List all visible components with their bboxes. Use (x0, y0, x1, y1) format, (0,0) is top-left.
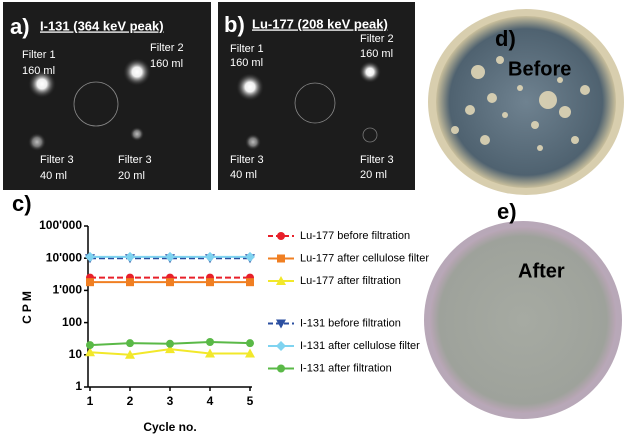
hotspot (28, 70, 56, 98)
x-tick-label: 5 (247, 394, 254, 408)
hotspot (130, 127, 144, 141)
marker (125, 251, 135, 262)
filter-name: Filter 1 (230, 43, 264, 55)
panel-title: Lu-177 (208 keV peak) (252, 16, 388, 31)
marker (165, 344, 175, 354)
filter-name: Filter 3 (360, 154, 394, 166)
marker (86, 341, 94, 350)
roi (294, 82, 336, 124)
panel-label: d) (495, 26, 516, 51)
hotspot (236, 73, 264, 101)
panel-label: a) (10, 14, 30, 39)
y-tick-label: 100'000 (39, 218, 82, 232)
marker (125, 349, 135, 359)
filter-name: Filter 1 (22, 49, 56, 61)
panel-label: c) (12, 191, 32, 216)
legend-label: I-131 after cellulose filter (300, 340, 420, 352)
y-tick-label: 10 (69, 347, 83, 361)
hotspot (123, 58, 151, 86)
marker (85, 347, 95, 357)
filter-volume: 160 ml (360, 48, 393, 60)
legend-label: I-131 after filtration (300, 362, 392, 374)
roi (73, 81, 119, 127)
x-tick-label: 2 (127, 394, 134, 408)
legend-marker (277, 254, 285, 263)
filter-volume: 20 ml (360, 169, 387, 181)
y-tick-label: 10'000 (46, 250, 83, 264)
panel-c: c) CPM Cycle no. 1 10 100 1'000 10'000 100'00… (12, 191, 429, 434)
marker (206, 337, 214, 346)
panel-a: a) I-131 (364 keV peak) Filter 1 160 ml … (3, 2, 211, 190)
marker (245, 348, 255, 358)
marker (245, 251, 255, 262)
filter-name: Filter 3 (40, 154, 74, 166)
hotspot (359, 61, 381, 83)
marker (206, 278, 214, 287)
legend-marker (277, 364, 285, 373)
filter-name: Filter 2 (150, 42, 184, 54)
x-tick-label: 4 (207, 394, 214, 408)
y-tick-label: 1 (75, 379, 82, 393)
legend-label: I-131 before filtration (300, 317, 401, 329)
marker (166, 339, 174, 348)
panel-label: b) (224, 12, 245, 37)
marker (126, 278, 134, 287)
marker (246, 339, 254, 348)
legend-label: Lu-177 before filtration (300, 230, 410, 242)
x-tick-label: 3 (167, 394, 174, 408)
filter-name: Filter 3 (118, 154, 152, 166)
legend-label: Lu-177 after filtration (300, 275, 401, 287)
marker (205, 348, 215, 358)
marker (166, 278, 174, 287)
panel-b: b) Lu-177 (208 keV peak) Filter 1 160 ml… (218, 2, 415, 190)
panel-d: d) Before (428, 9, 624, 195)
marker (165, 251, 175, 262)
filter-name: Filter 3 (230, 154, 264, 166)
colonies (451, 56, 590, 151)
filter-volume: 40 ml (230, 169, 257, 181)
dish (430, 227, 616, 413)
hotspot (245, 134, 261, 150)
filter-volume: 40 ml (40, 170, 67, 182)
x-axis-title: Cycle no. (143, 420, 196, 434)
caption: After (518, 260, 565, 282)
marker (246, 278, 254, 287)
legend-marker (276, 276, 286, 285)
legend-label: Lu-177 after cellulose filter (300, 252, 429, 264)
marker (205, 251, 215, 262)
filter-volume: 160 ml (230, 57, 263, 69)
y-axis-title: CPM (20, 288, 34, 324)
filter-name: Filter 2 (360, 33, 394, 45)
filter-volume: 160 ml (22, 65, 55, 77)
x-tick-label: 1 (87, 394, 94, 408)
caption: Before (508, 58, 571, 80)
legend-marker (276, 341, 286, 351)
y-tick-label: 1'000 (52, 283, 82, 297)
panel-e: e) After (424, 199, 622, 419)
legend-marker (277, 232, 285, 240)
y-tick-label: 100 (62, 315, 82, 329)
marker (126, 339, 134, 348)
filter-volume: 20 ml (118, 170, 145, 182)
marker (85, 251, 95, 262)
roi (362, 127, 378, 143)
marker (86, 278, 94, 287)
panel-label: e) (497, 199, 517, 224)
legend-marker (276, 319, 286, 329)
panel-title: I-131 (364 keV peak) (40, 18, 164, 33)
hotspot (28, 133, 46, 151)
filter-volume: 160 ml (150, 58, 183, 70)
dish (436, 16, 616, 188)
